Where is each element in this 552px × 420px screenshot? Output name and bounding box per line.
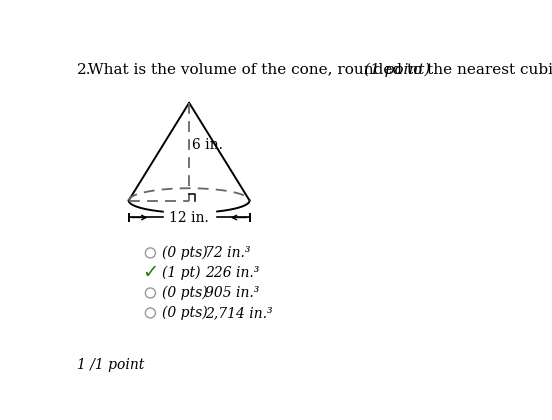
Text: 2,714 in.³: 2,714 in.³	[205, 306, 272, 320]
Text: 226 in.³: 226 in.³	[205, 266, 259, 280]
Text: (0 pts): (0 pts)	[162, 286, 208, 300]
Text: 2.: 2.	[77, 63, 91, 77]
Text: (0 pts): (0 pts)	[162, 306, 208, 320]
Text: (1 pt): (1 pt)	[162, 266, 200, 280]
Text: (1 point): (1 point)	[364, 63, 430, 77]
Text: 1 /1 point: 1 /1 point	[77, 357, 144, 372]
Text: 72 in.³: 72 in.³	[205, 246, 250, 260]
Text: 905 in.³: 905 in.³	[205, 286, 259, 300]
Text: ✓: ✓	[142, 263, 158, 282]
Text: 12 in.: 12 in.	[169, 211, 209, 225]
Text: 6 in.: 6 in.	[192, 139, 223, 152]
Text: What is the volume of the cone, rounded to the nearest cubic inch?: What is the volume of the cone, rounded …	[88, 63, 552, 77]
Text: (0 pts): (0 pts)	[162, 246, 208, 260]
